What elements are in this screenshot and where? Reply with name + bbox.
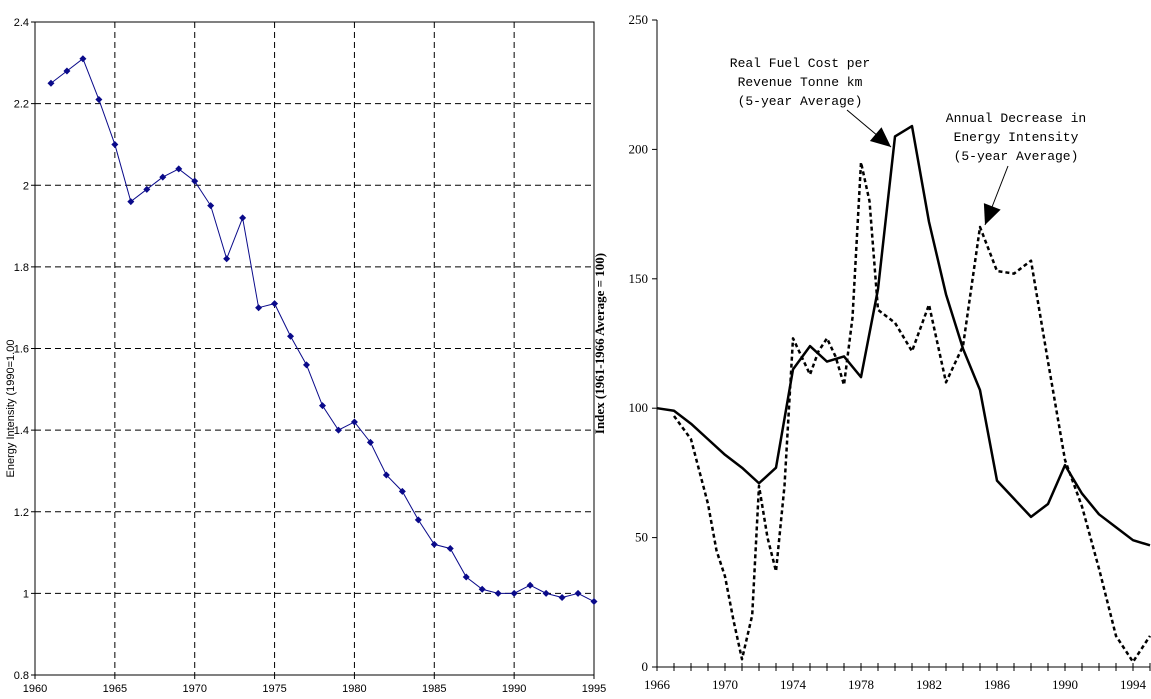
left-data-point <box>590 598 598 606</box>
right-y-axis: 0 50 100 150 200 250 <box>629 12 657 674</box>
left-data-point <box>271 300 279 308</box>
left-data-point <box>366 438 374 446</box>
left-data-point <box>303 361 311 369</box>
left-data-point <box>63 67 71 75</box>
left-x-tick-label: 1985 <box>422 683 446 695</box>
left-series <box>47 55 598 606</box>
left-data-point <box>398 487 406 495</box>
fuel-cost-arrow-head <box>869 127 891 147</box>
left-data-point <box>414 516 422 524</box>
right-x-tick-label: 1974 <box>780 677 807 692</box>
right-series <box>656 124 1151 664</box>
energy-intensity-arrow-head <box>983 203 1001 225</box>
left-y-tick-label: 1.4 <box>14 425 29 437</box>
left-chart: 0.8 1 1.2 1.4 1.6 1.8 2 2.2 2.4 1960 1965 1970 1975… <box>5 17 606 695</box>
left-data-point <box>223 255 231 263</box>
right-y-tick-label: 200 <box>629 141 649 156</box>
right-y-tick-label: 100 <box>629 400 649 415</box>
left-data-point <box>334 426 342 434</box>
fuel-cost-line <box>656 124 1151 547</box>
left-data-point <box>159 173 167 181</box>
left-y-tick-label: 1.6 <box>14 344 29 356</box>
left-x-tick-label: 1975 <box>262 683 286 695</box>
energy-intensity-decrease-line <box>672 161 1151 664</box>
right-annotations: Real Fuel Cost per Revenue Tonne km (5-y… <box>730 56 1086 164</box>
left-data-point <box>510 589 518 597</box>
left-data-point <box>350 418 358 426</box>
left-y-tick-label: 1 <box>23 588 29 600</box>
left-data-point <box>191 177 199 185</box>
left-x-tick-label: 1965 <box>103 683 127 695</box>
right-x-tick-label: 1966 <box>644 677 671 692</box>
right-chart: 0 50 100 150 200 250 1966 1970 1974 1978 1982 1986… <box>592 12 1151 692</box>
left-x-tick-label: 1960 <box>23 683 47 695</box>
left-data-point <box>430 540 438 548</box>
left-data-point <box>143 185 151 193</box>
right-x-tick-label: 1978 <box>848 677 874 692</box>
left-data-point <box>127 198 135 206</box>
left-data-point <box>79 55 87 63</box>
annotation-energy-intensity-line-1: Annual Decrease in <box>946 111 1086 126</box>
left-data-point <box>446 544 454 552</box>
annotation-energy-intensity-line-3: (5-year Average) <box>954 149 1079 164</box>
left-data-point <box>526 581 534 589</box>
left-y-tick-label: 0.8 <box>14 670 29 682</box>
left-data-point <box>255 304 263 312</box>
left-data-point <box>111 140 119 148</box>
left-data-point <box>382 471 390 479</box>
left-y-tick-label: 2.4 <box>14 17 29 29</box>
left-data-point <box>574 589 582 597</box>
left-data-point <box>175 165 183 173</box>
left-x-tick-label: 1970 <box>182 683 206 695</box>
left-y-axis-title: Energy Intensity (1990=1.00 <box>5 340 17 478</box>
left-y-tick-label: 2.2 <box>14 99 29 111</box>
annotation-fuel-cost-line-1: Real Fuel Cost per <box>730 56 870 71</box>
left-data-point <box>462 573 470 581</box>
right-x-tick-label: 1994 <box>1120 677 1147 692</box>
right-x-tick-label: 1982 <box>916 677 942 692</box>
annotation-fuel-cost-line-3: (5-year Average) <box>738 94 863 109</box>
left-data-point <box>95 96 103 104</box>
left-data-point <box>478 585 486 593</box>
left-x-tick-label: 1990 <box>502 683 526 695</box>
left-data-point <box>47 79 55 87</box>
right-y-tick-label: 150 <box>629 271 649 286</box>
left-x-tick-label: 1980 <box>342 683 366 695</box>
right-y-axis-title: Index (1961-1966 Average = 100) <box>592 253 607 434</box>
annotation-arrows <box>846 109 1009 226</box>
left-data-point <box>207 202 215 210</box>
right-x-tick-label: 1986 <box>984 677 1011 692</box>
right-x-tick-label: 1970 <box>712 677 738 692</box>
left-y-tick-label: 2 <box>23 180 29 192</box>
left-series-line <box>50 57 595 602</box>
left-data-point <box>287 332 295 340</box>
annotation-energy-intensity-line-2: Energy Intensity <box>954 130 1079 145</box>
left-data-point <box>542 589 550 597</box>
left-data-point <box>494 589 502 597</box>
annotation-fuel-cost-line-2: Revenue Tonne km <box>738 75 863 90</box>
right-axes <box>656 20 1150 668</box>
left-data-point <box>558 593 566 601</box>
left-data-point <box>318 402 326 410</box>
right-x-axis: 1966 1970 1974 1978 1982 1986 1990 1994 <box>644 663 1151 692</box>
left-gridlines <box>35 22 594 675</box>
right-x-tick-label: 1990 <box>1052 677 1078 692</box>
left-x-tick-label: 1995 <box>582 683 606 695</box>
left-y-tick-label: 1.2 <box>14 507 29 519</box>
right-y-tick-label: 250 <box>629 12 649 27</box>
left-data-point <box>239 214 247 222</box>
right-y-tick-label: 50 <box>635 530 648 545</box>
left-x-axis: 1960 1965 1970 1975 1980 1985 1990 1995 <box>23 675 606 695</box>
right-y-tick-label: 0 <box>642 659 649 674</box>
left-y-tick-label: 1.8 <box>14 262 29 274</box>
left-y-axis: 0.8 1 1.2 1.4 1.6 1.8 2 2.2 2.4 <box>14 17 35 682</box>
